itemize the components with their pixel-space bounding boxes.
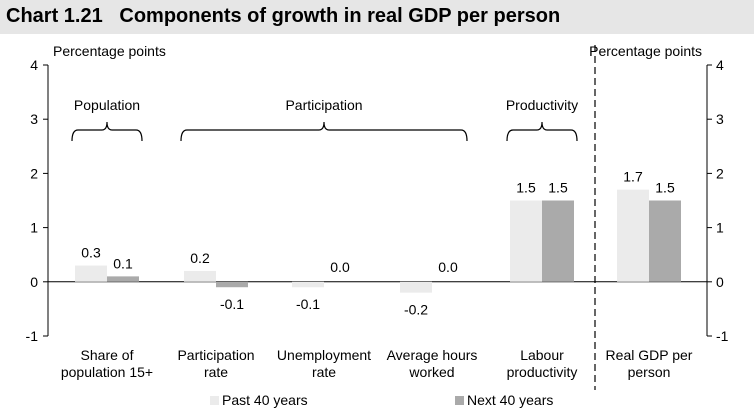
category-label: worked xyxy=(408,364,454,380)
data-label: 1.5 xyxy=(516,180,536,196)
bar xyxy=(649,200,681,282)
bar xyxy=(75,265,107,282)
category-label: Average hours xyxy=(387,347,478,363)
chart-title: Chart 1.21 Components of growth in real … xyxy=(6,5,561,27)
category-label: Unemployment xyxy=(277,347,371,363)
category-label: population 15+ xyxy=(61,364,153,380)
y-tick-label-right: -1 xyxy=(716,328,729,344)
bar xyxy=(184,270,216,282)
category-label: productivity xyxy=(507,364,578,380)
data-label: 1.7 xyxy=(623,169,643,185)
data-label: -0.1 xyxy=(220,296,244,312)
y-axis-unit-label-right: Percentage points xyxy=(589,43,702,59)
category-label: Participation xyxy=(177,347,254,363)
data-label: 1.5 xyxy=(548,180,568,196)
bar xyxy=(107,276,139,282)
legend-swatch xyxy=(455,396,464,405)
category-label: Labour xyxy=(520,347,564,363)
y-tick-label-right: 0 xyxy=(716,274,724,290)
group-label: Productivity xyxy=(506,97,578,113)
group-brace xyxy=(71,121,143,142)
bar xyxy=(216,281,248,288)
y-tick-label-left: -1 xyxy=(26,328,39,344)
y-tick-label-left: 0 xyxy=(30,274,38,290)
y-tick-label-left: 1 xyxy=(30,220,38,236)
y-tick-label-right: 2 xyxy=(716,165,724,181)
data-label: 1.5 xyxy=(655,180,675,196)
bar xyxy=(400,281,432,293)
bar xyxy=(510,200,542,282)
legend-label: Past 40 years xyxy=(222,392,308,408)
bar xyxy=(617,189,649,282)
group-label: Participation xyxy=(285,97,362,113)
data-label: 0.0 xyxy=(330,259,350,275)
data-label: 0.0 xyxy=(438,259,458,275)
y-tick-label-right: 1 xyxy=(716,220,724,236)
chart-title-bar: Chart 1.21 Components of growth in real … xyxy=(0,0,754,34)
y-tick-label-left: 4 xyxy=(30,57,38,73)
category-label: Share of xyxy=(81,347,134,363)
y-axis-unit-label-left: Percentage points xyxy=(53,43,166,59)
category-label: person xyxy=(628,364,671,380)
data-label: 0.3 xyxy=(81,245,101,261)
y-tick-label-left: 3 xyxy=(30,111,38,127)
group-brace xyxy=(506,121,578,142)
y-tick-label-right: 3 xyxy=(716,111,724,127)
y-tick-label-right: 4 xyxy=(716,57,724,73)
data-label: -0.2 xyxy=(404,302,428,318)
group-brace xyxy=(180,121,468,142)
data-label: 0.2 xyxy=(190,250,210,266)
category-label: Real GDP per xyxy=(606,347,693,363)
bar xyxy=(292,281,324,288)
category-label: rate xyxy=(312,364,336,380)
data-label: -0.1 xyxy=(296,296,320,312)
data-label: 0.1 xyxy=(113,255,133,271)
category-label: rate xyxy=(204,364,228,380)
group-label: Population xyxy=(74,97,140,113)
legend-swatch xyxy=(210,396,219,405)
bar xyxy=(542,200,574,282)
y-tick-label-left: 2 xyxy=(30,165,38,181)
legend-label: Next 40 years xyxy=(467,392,553,408)
